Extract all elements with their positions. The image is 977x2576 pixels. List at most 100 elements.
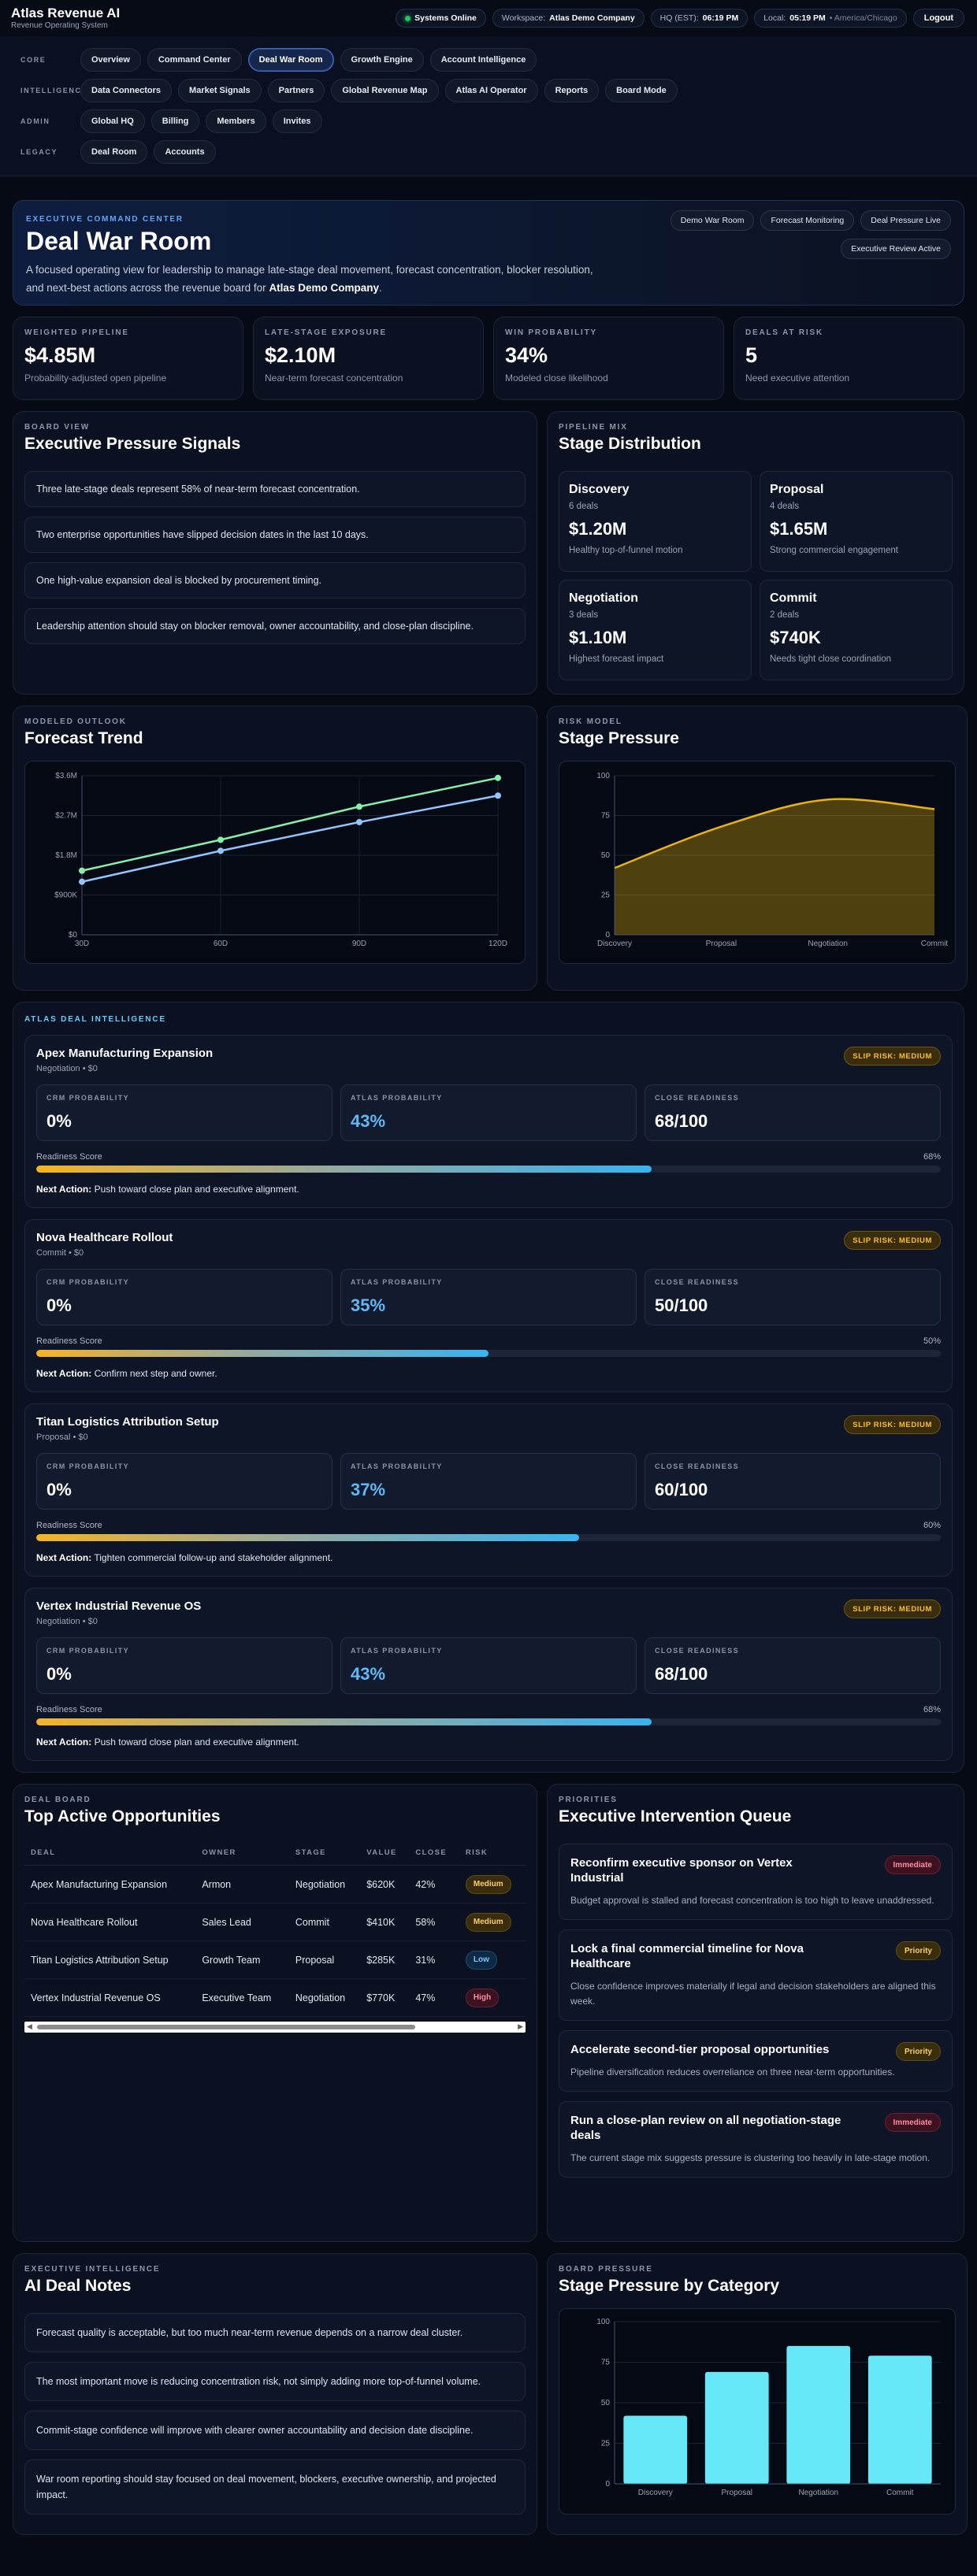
nav-atlas-ai-operator[interactable]: Atlas AI Operator — [444, 79, 538, 102]
nav-command-center[interactable]: Command Center — [147, 48, 242, 72]
deal-card[interactable]: Apex Manufacturing Expansion Negotiation… — [24, 1035, 953, 1208]
readiness-bar — [36, 1350, 941, 1357]
panel-kicker: BOARD VIEW — [24, 423, 90, 432]
pill-executive-review-active[interactable]: Executive Review Active — [841, 239, 951, 259]
nav-market-signals[interactable]: Market Signals — [178, 79, 262, 102]
table-row[interactable]: Nova Healthcare Rollout Sales Lead Commit $… — [24, 1903, 526, 1941]
nav-reports[interactable]: Reports — [544, 79, 600, 102]
priority-badge: Priority — [895, 1941, 941, 1960]
y-tick-label: 25 — [601, 2440, 611, 2448]
scrollbar-thumb[interactable] — [37, 2025, 415, 2029]
close-readiness-box: CLOSE READINESS 68/100 — [645, 1084, 941, 1141]
pill-forecast-monitoring[interactable]: Forecast Monitoring — [760, 210, 855, 231]
nav-data-connectors[interactable]: Data Connectors — [80, 79, 173, 102]
nav-growth-engine[interactable]: Growth Engine — [340, 48, 424, 72]
prob-label: ATLAS PROBABILITY — [351, 1278, 443, 1286]
deal-card[interactable]: Nova Healthcare Rollout Commit • $0 SLIP… — [24, 1219, 953, 1392]
owner-cell: Armon — [195, 1865, 289, 1903]
probability-grid: CRM PROBABILITY 0% ATLAS PROBABILITY 37%… — [36, 1453, 941, 1510]
column-header: RISK — [459, 1848, 526, 1866]
queue-item[interactable]: Run a close-plan review on all negotiati… — [559, 2101, 953, 2178]
nav-accounts[interactable]: Accounts — [154, 140, 216, 164]
series-line — [81, 777, 499, 872]
scroll-left-arrow-icon[interactable]: ◀ — [27, 2022, 32, 2030]
table-horizontal-scrollbar[interactable]: ◀ ▶ — [24, 2022, 526, 2033]
panel-kicker: BOARD PRESSURE — [559, 2265, 653, 2274]
pill-demo-war-room[interactable]: Demo War Room — [670, 210, 755, 231]
status-dot-icon — [405, 15, 411, 21]
scroll-right-arrow-icon[interactable]: ▶ — [518, 2022, 523, 2030]
next-action: Next Action: Tighten commercial follow-u… — [36, 1552, 941, 1563]
kpi-subtext: Probability-adjusted open pipeline — [24, 373, 167, 384]
x-tick-label: Negotiation — [798, 2489, 838, 2497]
close-readiness-box: CLOSE READINESS 60/100 — [645, 1453, 941, 1510]
deal-cell: Nova Healthcare Rollout — [24, 1903, 196, 1941]
workspace-chip[interactable]: Workspace: Atlas Demo Company — [492, 9, 645, 28]
stage-value: $1.10M — [569, 628, 627, 647]
x-tick-label: Commit — [921, 940, 949, 948]
deal-card[interactable]: Titan Logistics Attribution Setup Propos… — [24, 1403, 953, 1577]
nav-members[interactable]: Members — [206, 109, 266, 133]
crm-probability-box: CRM PROBABILITY 0% — [36, 1084, 332, 1141]
prob-label: CLOSE READINESS — [655, 1278, 740, 1286]
queue-item-description: Close confidence improves materially if … — [570, 1981, 936, 2007]
stage-card-proposal: Proposal 4 deals $1.65M Strong commercia… — [760, 471, 953, 572]
nav-account-intelligence[interactable]: Account Intelligence — [429, 48, 537, 72]
nav-group-label: ADMIN — [20, 117, 50, 125]
table-row[interactable]: Titan Logistics Attribution Setup Growth … — [24, 1940, 526, 1979]
table-row[interactable]: Apex Manufacturing Expansion Armon Negotia… — [24, 1865, 526, 1903]
bar — [623, 2415, 688, 2484]
area-line — [614, 798, 935, 869]
hero-kicker: EXECUTIVE COMMAND CENTER — [26, 215, 184, 224]
deal-name: Nova Healthcare Rollout — [36, 1231, 173, 1244]
queue-item[interactable]: Accelerate second-tier proposal opportun… — [559, 2030, 953, 2092]
data-point — [356, 803, 362, 810]
note-item: Forecast quality is acceptable, but too … — [24, 2313, 526, 2352]
deal-card[interactable]: Vertex Industrial Revenue OS Negotiation… — [24, 1588, 953, 1761]
systems-status-text: Systems Online — [414, 13, 477, 23]
prob-label: CRM PROBABILITY — [46, 1462, 129, 1470]
app-title: Atlas Revenue AI — [11, 6, 121, 20]
kpi-late-stage-exposure: LATE-STAGE EXPOSURE $2.10M Near-term for… — [253, 317, 484, 400]
column-header: STAGE — [288, 1848, 361, 1866]
queue-item[interactable]: Lock a final commercial timeline for Nov… — [559, 1929, 953, 2021]
readiness-label: Readiness Score — [36, 1152, 102, 1162]
nav-group-label: INTELLIGENCE — [20, 87, 88, 95]
intervention-queue-panel: PRIORITIES Executive Intervention Queue … — [547, 1784, 964, 2242]
readiness-bar — [36, 1718, 941, 1725]
nav-global-hq[interactable]: Global HQ — [80, 109, 145, 133]
kpi-row: WEIGHTED PIPELINE $4.85M Probability-adj… — [13, 317, 964, 400]
y-tick-label: 75 — [601, 812, 611, 821]
queue-item[interactable]: Reconfirm executive sponsor on Vertex In… — [559, 1844, 953, 1920]
table-row[interactable]: Vertex Industrial Revenue OS Executive Te… — [24, 1978, 526, 2017]
stage-name: Commit — [770, 591, 817, 605]
section-kicker: ATLAS DEAL INTELLIGENCE — [24, 1015, 166, 1024]
nav-partners[interactable]: Partners — [267, 79, 325, 102]
readiness-label: Readiness Score — [36, 1705, 102, 1714]
data-point — [495, 774, 501, 781]
nav-overview[interactable]: Overview — [80, 48, 141, 72]
stage-note: Highest forecast impact — [569, 654, 664, 664]
hq-time-label: HQ (EST): — [659, 13, 699, 23]
nav-billing[interactable]: Billing — [150, 109, 200, 133]
priority-badge: Priority — [895, 2042, 941, 2061]
kpi-deals-at-risk: DEALS AT RISK 5 Need executive attention — [734, 317, 964, 400]
prob-label: CLOSE READINESS — [655, 1462, 740, 1470]
stage-cell: Commit — [288, 1903, 361, 1941]
pill-deal-pressure-live[interactable]: Deal Pressure Live — [860, 210, 951, 231]
nav-deal-war-room[interactable]: Deal War Room — [247, 48, 334, 72]
nav-board-mode[interactable]: Board Mode — [605, 79, 678, 102]
prob-label: CLOSE READINESS — [655, 1647, 740, 1655]
nav-global-revenue-map[interactable]: Global Revenue Map — [331, 79, 439, 102]
nav-row-intelligence: INTELLIGENCE Data Connectors Market Sign… — [20, 78, 963, 103]
nav-deal-room[interactable]: Deal Room — [80, 140, 148, 164]
value-cell: $285K — [360, 1940, 410, 1979]
kpi-subtext: Modeled close likelihood — [505, 373, 608, 384]
probability-grid: CRM PROBABILITY 0% ATLAS PROBABILITY 35%… — [36, 1269, 941, 1325]
nav-invites[interactable]: Invites — [272, 109, 322, 133]
priority-badge: Immediate — [884, 2113, 941, 2132]
hero-section: EXECUTIVE COMMAND CENTER Deal War Room A… — [13, 200, 964, 306]
next-action-label: Next Action: — [36, 1736, 92, 1748]
logout-button[interactable]: Logout — [912, 9, 964, 28]
workspace-label: Workspace: — [501, 13, 546, 23]
